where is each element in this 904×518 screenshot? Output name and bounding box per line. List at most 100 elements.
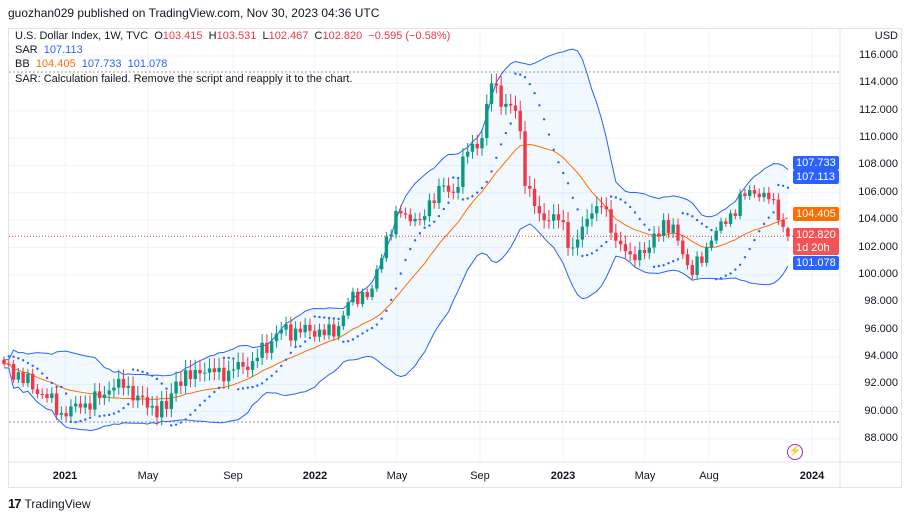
sar-dot [194,409,197,412]
bb-lower-line [3,223,789,432]
candle-body [513,105,518,111]
lightning-icon[interactable]: ⚡ [787,444,803,460]
candle-body [136,395,140,401]
candle-body [403,213,408,215]
sar-dot [21,359,25,362]
bb-upper-value: 107.733 [81,58,122,70]
sar-dot [146,372,149,375]
sar-dot [523,76,527,79]
candle-body [236,362,240,370]
candle-body [623,244,628,252]
low-label: L [262,30,269,42]
brand-name: TradingView [24,496,91,511]
candle-body [384,236,389,259]
candle-body [69,406,73,417]
sar-dot [366,329,369,332]
candle-body [279,329,283,334]
sar-dot [691,215,694,218]
sar-dot [246,386,249,389]
candle-body [724,221,728,224]
candle-body [681,240,685,255]
bb-label: BB [15,58,30,70]
candle-body [322,329,326,336]
candle-body [399,210,403,214]
sar-dot [150,374,154,378]
candle-body [585,218,589,227]
candle-body [112,387,116,391]
sar-dot [590,252,594,255]
symbol-title[interactable]: U.S. Dollar Index, 1W, TVC [15,30,149,42]
candle-body [590,213,594,219]
sar-dot [542,118,546,121]
open-value: 103.415 [162,30,203,42]
sar-dot [423,226,426,229]
sar-dot [122,406,125,410]
sar-dot [227,356,230,360]
candle-body [451,191,456,193]
sar-dot [695,218,699,222]
sar-dot [490,170,493,173]
sar-dot [609,195,613,198]
chart-frame[interactable] [8,28,902,488]
candle-body [437,185,441,203]
high-label: H [208,30,217,42]
sar-dot [184,418,187,421]
candle-body [160,401,164,418]
sar-dot [41,372,44,375]
candle-body [767,192,771,200]
sar-dot [413,239,417,242]
change-value: −0.595 (−0.58%) [368,30,451,42]
price-tick: 96.000 [864,322,898,335]
sar-dot [461,198,465,201]
candle-body [16,372,21,380]
legend-bb[interactable]: BB 104.405 107.733 101.078 [15,58,167,71]
candle-body [432,200,436,203]
candle-body [580,226,585,240]
candle-body [207,368,212,373]
publish-info: guozhan029 published on TradingView.com,… [8,6,380,20]
sar-dot [351,338,355,341]
candle-body [475,143,479,149]
sar-dot [772,211,775,214]
sar-dot [45,376,49,380]
legend-sar[interactable]: SAR 107.113 [15,44,83,57]
price-tick: 92.000 [864,377,898,390]
sar-dot [466,197,469,200]
sar-dot [270,374,273,378]
candle-body [465,151,470,157]
candle-body [618,240,623,245]
legend-main: U.S. Dollar Index, 1W, TVC O103.415 H103… [15,30,450,43]
candle-body [709,240,714,248]
bb-basis-tag: 104.405 [793,207,839,221]
sar-dot [256,384,259,387]
candle-body [317,329,322,337]
time-tick: 2021 [52,470,78,482]
time-tick: 2024 [799,470,825,482]
sar-dot [346,339,350,343]
candle-body [733,213,738,216]
sar-dot [662,264,665,267]
sar-dot [313,315,316,318]
candle-body [566,222,570,248]
sar-dot [762,222,766,226]
candle-body [222,367,226,382]
candle-body [743,193,747,196]
candle-body [700,256,704,263]
open-label: O [154,30,163,42]
sar-dot [519,73,522,76]
candle-body [394,210,398,235]
candle-body [346,302,350,316]
candle-body [532,188,537,207]
sar-dot [456,176,460,180]
sar-dot [605,240,608,244]
sar-dot [213,390,216,394]
candle-body [771,199,776,201]
sar-dot [485,180,488,184]
price-tick: 116.000 [859,49,898,61]
sar-dot [566,182,570,185]
tradingview-logo[interactable]: 17 TradingView [8,496,91,511]
time-tick: Aug [699,470,719,482]
candle-body [231,369,236,371]
sar-dot [676,258,680,261]
time-tick: May [386,470,408,482]
